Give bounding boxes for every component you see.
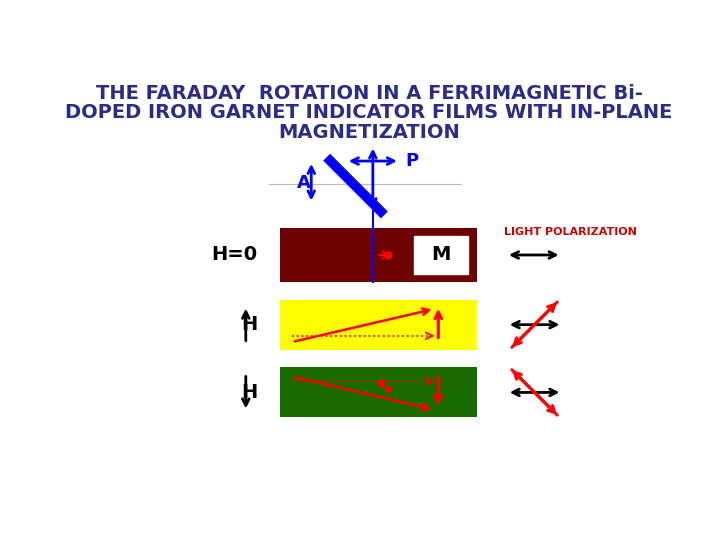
Text: P: P (405, 152, 418, 170)
Text: H: H (241, 383, 257, 402)
Text: DOPED IRON GARNET INDICATOR FILMS WITH IN-PLANE: DOPED IRON GARNET INDICATOR FILMS WITH I… (66, 103, 672, 122)
Text: MAGNETIZATION: MAGNETIZATION (278, 123, 460, 141)
Text: M: M (431, 246, 450, 265)
Text: H=0: H=0 (211, 246, 257, 265)
Bar (281, 228, 477, 282)
Text: THE FARADAY  ROTATION IN A FERRIMAGNETIC Bi-: THE FARADAY ROTATION IN A FERRIMAGNETIC … (96, 84, 642, 103)
Text: A: A (297, 174, 311, 192)
Bar (414, 236, 467, 274)
Text: LIGHT POLARIZATION: LIGHT POLARIZATION (504, 227, 636, 237)
Text: H: H (241, 315, 257, 334)
Bar (281, 300, 477, 350)
Bar (281, 367, 477, 417)
